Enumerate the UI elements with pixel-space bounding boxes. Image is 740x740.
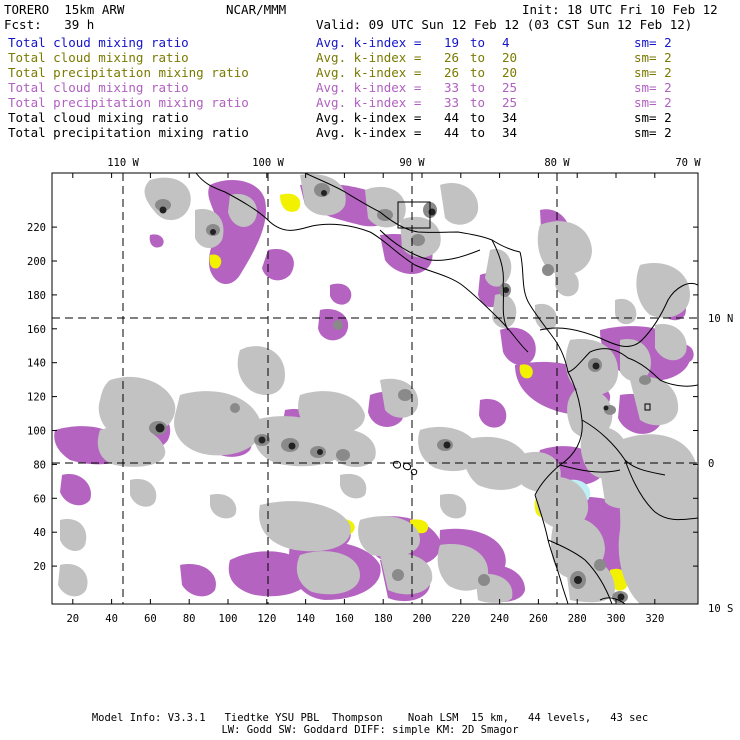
legend-sm: sm= 2 xyxy=(634,110,672,125)
x-tick-label: 180 xyxy=(374,613,393,625)
legend-sm: sm= 2 xyxy=(634,95,672,110)
longitude-label: 110 W xyxy=(107,157,139,169)
y-tick-label: 220 xyxy=(27,222,46,234)
legend-field: Total precipitation mixing ratio xyxy=(8,95,249,110)
x-tick-label: 40 xyxy=(105,613,118,625)
legend-avg: Avg. k-index = xyxy=(316,110,422,125)
legend-field: Total cloud mixing ratio xyxy=(8,35,189,50)
coastlines xyxy=(195,173,698,604)
x-tick-label: 100 xyxy=(219,613,238,625)
x-tick-label: 200 xyxy=(413,613,432,625)
x-tick-label: 220 xyxy=(451,613,470,625)
legend-field: Total cloud mixing ratio xyxy=(8,50,189,65)
x-tick-label: 60 xyxy=(144,613,157,625)
legend-k1: 19 xyxy=(444,35,460,50)
x-tick-label: 260 xyxy=(529,613,548,625)
graticule xyxy=(52,173,698,604)
legend-k2: 20 xyxy=(502,65,518,80)
legend-field: Total precipitation mixing ratio xyxy=(8,65,249,80)
legend-sm: sm= 2 xyxy=(634,50,672,65)
legend-avg: Avg. k-index = xyxy=(316,50,422,65)
latitude-label: 10 S xyxy=(708,603,733,615)
legend-k1: 33 xyxy=(444,80,460,95)
latitude-label: 10 N xyxy=(708,313,733,325)
y-tick-label: 20 xyxy=(33,561,46,573)
model-info-line1: Model Info: V3.3.1 Tiedtke YSU PBL Thomp… xyxy=(91,712,649,724)
x-tick-label: 140 xyxy=(296,613,315,625)
legend-field: Total precipitation mixing ratio xyxy=(8,125,249,140)
legend-sm: sm= 2 xyxy=(634,80,672,95)
x-tick-label: 160 xyxy=(335,613,354,625)
x-tick-label: 120 xyxy=(257,613,276,625)
legend-field: Total cloud mixing ratio xyxy=(8,110,189,125)
legend-avg: Avg. k-index = xyxy=(316,80,422,95)
legend-k2: 25 xyxy=(502,80,518,95)
y-tick-label: 100 xyxy=(27,426,46,438)
y-tick-label: 180 xyxy=(27,290,46,302)
legend-to: to xyxy=(470,65,486,80)
legend-to: to xyxy=(470,125,486,140)
legend-k2: 34 xyxy=(502,110,518,125)
gray-cloud-layer xyxy=(58,174,698,604)
legend-avg: Avg. k-index = xyxy=(316,35,422,50)
legend-field: Total cloud mixing ratio xyxy=(8,80,189,95)
legend-avg: Avg. k-index = xyxy=(316,65,422,80)
valid-time: Valid: 09 UTC Sun 12 Feb 12 (03 CST Sun … xyxy=(316,17,693,32)
legend-k1: 44 xyxy=(444,110,460,125)
legend-k1: 26 xyxy=(444,65,460,80)
x-tick-label: 320 xyxy=(645,613,664,625)
y-tick-label: 120 xyxy=(27,392,46,404)
longitude-label: 90 W xyxy=(399,157,425,169)
longitude-label: 70 W xyxy=(675,157,701,169)
legend-to: to xyxy=(470,110,486,125)
y-tick-label: 160 xyxy=(27,324,46,336)
model-title: TORERO 15km ARW xyxy=(4,2,125,17)
y-tick-label: 80 xyxy=(33,459,46,471)
model-info-line2: LW: Godd SW: Goddard DIFF: simple KM: 2D… xyxy=(221,724,519,736)
legend-k1: 33 xyxy=(444,95,460,110)
legend-avg: Avg. k-index = xyxy=(316,125,422,140)
legend-k1: 44 xyxy=(444,125,460,140)
legend-sm: sm= 2 xyxy=(634,65,672,80)
legend-sm: sm= 2 xyxy=(634,35,672,50)
legend-to: to xyxy=(470,35,486,50)
y-tick-label: 60 xyxy=(33,493,46,505)
org-label: NCAR/MMM xyxy=(226,2,287,17)
legend-to: to xyxy=(470,95,486,110)
latitude-label: 0 xyxy=(708,458,714,470)
longitude-label: 80 W xyxy=(544,157,570,169)
y-tick-label: 140 xyxy=(27,358,46,370)
legend-avg: Avg. k-index = xyxy=(316,95,422,110)
map-frame xyxy=(51,172,699,605)
legend-k2: 20 xyxy=(502,50,518,65)
legend-to: to xyxy=(470,80,486,95)
init-time: Init: 18 UTC Fri 10 Feb 12 xyxy=(522,2,718,17)
x-tick-label: 300 xyxy=(607,613,626,625)
legend-k2: 25 xyxy=(502,95,518,110)
x-tick-label: 80 xyxy=(183,613,196,625)
legend-k2: 4 xyxy=(502,35,510,50)
x-tick-label: 280 xyxy=(568,613,587,625)
y-tick-label: 40 xyxy=(33,527,46,539)
y-tick-label: 200 xyxy=(27,256,46,268)
legend-k2: 34 xyxy=(502,125,518,140)
x-tick-label: 20 xyxy=(66,613,79,625)
forecast-hour: Fcst: 39 h xyxy=(4,17,95,32)
longitude-label: 100 W xyxy=(252,157,284,169)
legend-sm: sm= 2 xyxy=(634,125,672,140)
legend-to: to xyxy=(470,50,486,65)
legend-k1: 26 xyxy=(444,50,460,65)
x-tick-label: 240 xyxy=(490,613,509,625)
